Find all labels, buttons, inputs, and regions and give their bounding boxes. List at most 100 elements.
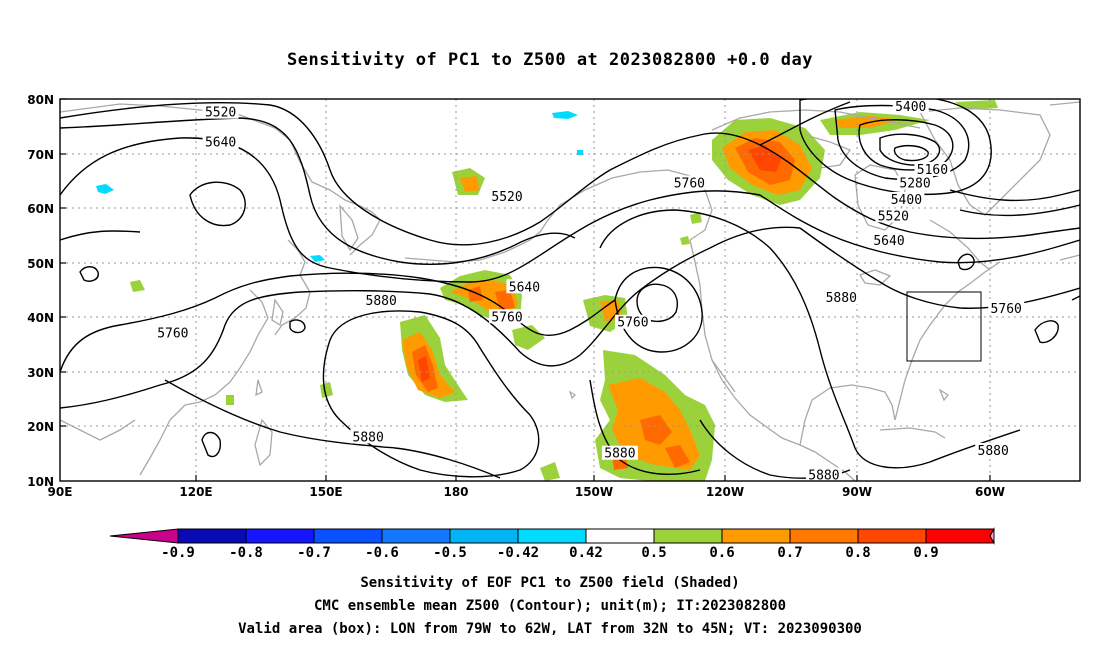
contour-label-bg	[914, 161, 951, 176]
figure-title: Sensitivity of PC1 to Z500 at 2023082800…	[286, 50, 813, 70]
contour-label: 5160	[917, 163, 948, 178]
lon-label: 90W	[842, 485, 872, 499]
map-frame	[59, 98, 1081, 482]
colorbar-swatch	[857, 528, 927, 544]
lon-label: 150E	[309, 485, 342, 499]
lon-label: 180	[443, 485, 468, 499]
contour-label: 5760	[617, 316, 648, 331]
contour-label-bg	[888, 191, 925, 206]
lat-label: 60N	[27, 202, 54, 216]
colorbar-max-arrow	[989, 527, 995, 545]
colorbar-swatch	[925, 528, 995, 544]
contour-label: 5640	[509, 280, 540, 295]
lon-label: 120W	[706, 485, 744, 499]
contour-label: 5400	[895, 100, 926, 115]
lon-label: 60W	[975, 485, 1005, 499]
contour-label: 5880	[604, 447, 635, 462]
colorbar-label: 0.9	[913, 545, 938, 561]
contour-label-bg	[154, 325, 191, 340]
contour-label-bg	[805, 467, 842, 482]
contour-label-bg	[671, 175, 708, 190]
colorbar-label: 0.5	[641, 545, 666, 561]
contour-label: 5520	[205, 106, 236, 121]
contour-label-bg	[489, 309, 526, 324]
contour-label-bg	[202, 134, 239, 149]
lon-label: 150W	[575, 485, 613, 499]
colorbar-label: 0.8	[845, 545, 870, 561]
contour-label-bg	[506, 279, 543, 294]
colorbar-label: -0.6	[365, 545, 399, 561]
contour-label: 5520	[878, 209, 909, 224]
contour-label: 5880	[808, 469, 839, 484]
contour-label-bg	[892, 99, 929, 114]
lon-label: 90E	[48, 485, 73, 499]
footer-line-1: Sensitivity of EOF PC1 to Z500 field (Sh…	[360, 575, 740, 591]
colorbar-label: 0.42	[569, 545, 603, 561]
axis-ticks	[60, 98, 991, 481]
colorbar-swatch	[517, 528, 587, 544]
contour-label: 5760	[491, 310, 522, 325]
contour-label: 5760	[157, 327, 188, 342]
colorbar-swatch	[245, 528, 315, 544]
lat-label: 40N	[27, 311, 54, 325]
colorbar-label: -0.8	[229, 545, 263, 561]
colorbar-swatch	[313, 528, 383, 544]
colorbar-label: -0.42	[497, 545, 539, 561]
contour-label: 5280	[899, 177, 930, 192]
contour-label: 5880	[353, 430, 384, 445]
footer-line-2: CMC ensemble mean Z500 (Contour); unit(m…	[313, 598, 786, 614]
footer-line-3: Valid area (box): LON from 79W to 62W, L…	[238, 621, 862, 637]
z500-contours	[60, 99, 1080, 479]
contour-label: 5760	[674, 177, 705, 192]
lat-label: 10N	[27, 475, 54, 489]
colorbar-swatch	[381, 528, 451, 544]
colorbar-label: -0.9	[161, 545, 195, 561]
latitude-labels: 80N 70N 60N 50N 40N 30N 20N 10N	[27, 93, 54, 489]
longitude-labels: 90E 120E 150E 180 150W 120W 90W 60W	[48, 485, 1005, 499]
colorbar-label: 0.6	[709, 545, 734, 561]
contour-label: 5640	[873, 234, 904, 249]
lon-label: 120E	[179, 485, 212, 499]
valid-area-box	[906, 291, 982, 362]
contour-label: 5520	[491, 190, 522, 205]
contour-label: 5400	[891, 193, 922, 208]
contour-labels: 5520 5640 5520 5640 5880 5760 5760 5760 5760 5880…	[154, 99, 1025, 484]
lat-label: 80N	[27, 93, 54, 107]
contour-label-bg	[875, 208, 912, 223]
colorbar-swatch	[721, 528, 791, 544]
contour-label: 5760	[991, 302, 1022, 317]
contour-label-bg	[350, 429, 387, 444]
colorbar-swatch	[789, 528, 859, 544]
contour-label-bg	[823, 290, 860, 305]
colorbar-swatch	[177, 528, 247, 544]
grid-lines	[60, 99, 1080, 481]
contour-label-bg	[614, 314, 651, 329]
contour-label: 5880	[366, 294, 397, 309]
colorbar-swatch	[585, 528, 655, 544]
colorbar	[109, 527, 995, 545]
contour-label: 5880	[978, 444, 1009, 459]
lat-label: 20N	[27, 420, 54, 434]
colorbar-labels: -0.9 -0.8 -0.7 -0.6 -0.5 -0.42 0.42 0.5 …	[161, 545, 939, 561]
contour-label-bg	[202, 104, 239, 119]
coastlines	[60, 101, 1080, 481]
colorbar-min-arrow	[109, 528, 179, 544]
lat-label: 50N	[27, 257, 54, 271]
contour-label-bg	[363, 292, 400, 307]
colorbar-label: -0.7	[297, 545, 331, 561]
colorbar-label: 0.7	[777, 545, 802, 561]
contour-label-bg	[975, 442, 1012, 457]
contour-label-bg	[988, 301, 1025, 316]
colorbar-label: -0.5	[433, 545, 467, 561]
lat-label: 30N	[27, 366, 54, 380]
contour-label-bg	[601, 445, 638, 460]
contour-label-bg	[871, 232, 908, 247]
lat-label: 70N	[27, 148, 54, 162]
contour-label-bg	[897, 175, 934, 190]
contour-label: 5640	[205, 136, 236, 151]
colorbar-swatch	[449, 528, 519, 544]
colorbar-swatch	[653, 528, 723, 544]
contour-label-bg	[489, 189, 526, 204]
contour-label: 5880	[826, 291, 857, 306]
